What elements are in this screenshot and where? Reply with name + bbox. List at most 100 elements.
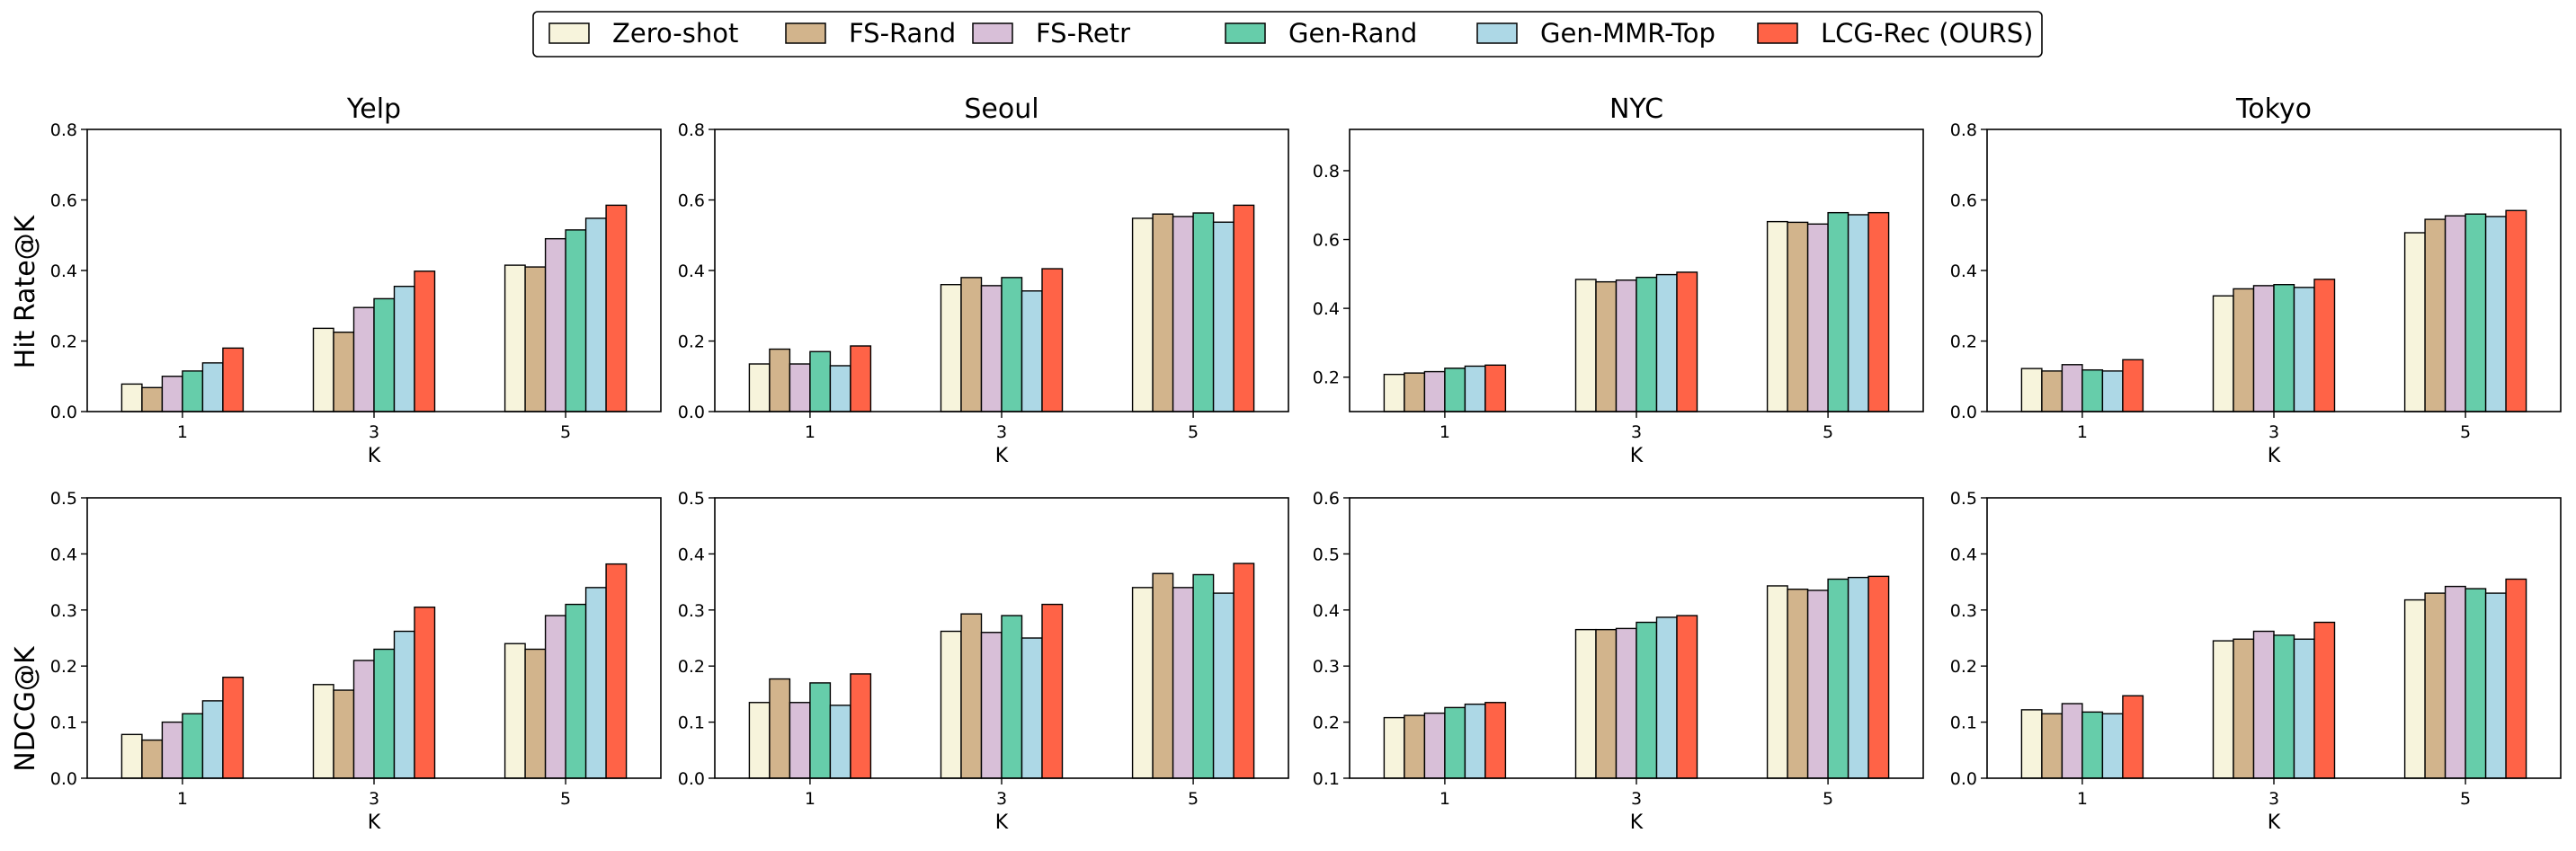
bar-fs-retr-k3: [1615, 279, 1637, 412]
bar-fs-rand-k3: [960, 613, 983, 779]
bar-fs-rand-k1: [769, 348, 791, 412]
y-tick-label: 0.6: [678, 191, 705, 211]
bar-gen-mmr-top-k5: [1212, 592, 1235, 779]
legend-swatch: [1225, 22, 1266, 44]
bar-fs-rand-k5: [1787, 589, 1809, 779]
bar-fs-rand-k3: [2233, 638, 2255, 779]
panel-title: Yelp: [346, 93, 401, 125]
legend-label: LCG-Rec (OURS): [1821, 18, 2033, 49]
x-tick-label: 1: [805, 789, 816, 809]
bar-gen-mmr-top-k1: [201, 700, 224, 779]
bar-lcg-rec-ours-k5: [1867, 575, 1890, 779]
bar-fs-retr-k1: [1423, 712, 1446, 779]
panel-row2-col2: 0.0 0.1 0.2 0.3 0.4 0.5 1 3 5 K: [678, 489, 1289, 834]
x-axis-label: K: [368, 445, 381, 467]
y-tick-label: 0.1: [678, 714, 705, 733]
bar-gen-mmr-top-k1: [1464, 703, 1486, 779]
bar-fs-retr-k1: [2061, 364, 2083, 412]
bar-gen-rand-k1: [1444, 706, 1466, 779]
bar-lcg-rec-ours-k1: [1484, 364, 1507, 412]
bar-fs-rand-k3: [1595, 628, 1618, 779]
y-tick-label: 0.3: [1950, 601, 1977, 621]
panel-nyc: NYC 0.2 0.4 0.6 0.8 1 3 5 K: [1313, 93, 1924, 467]
bar-gen-mmr-top-k5: [2484, 592, 2507, 779]
bar-fs-retr-k1: [789, 702, 811, 779]
legend: Zero-shot FS-Rand FS-Retr Gen-Rand Gen-MMR-T…: [532, 11, 2043, 58]
bar-gen-rand-k1: [182, 713, 204, 779]
bar-fs-retr-k5: [1172, 587, 1194, 779]
x-tick-label: 5: [560, 422, 571, 442]
bar-fs-retr-k1: [161, 721, 183, 779]
bar-zero-shot-k1: [1383, 373, 1405, 412]
legend-item-fs-retr: FS-Retr: [972, 18, 1130, 49]
bar-zero-shot-k1: [120, 383, 143, 412]
bar-gen-rand-k3: [1001, 615, 1023, 779]
legend-label: FS-Retr: [1036, 18, 1130, 49]
legend-item-zero-shot: Zero-shot: [548, 18, 738, 49]
y-tick-label: 0.8: [1950, 120, 1977, 140]
y-tick-label: 0.5: [1313, 545, 1340, 564]
legend-label: FS-Rand: [849, 18, 956, 49]
x-tick-label: 1: [1440, 789, 1450, 809]
panel-title: Tokyo: [2235, 93, 2312, 125]
bar-fs-retr-k5: [1806, 589, 1829, 779]
x-axis-label: K: [2268, 445, 2281, 467]
bar-zero-shot-k5: [2403, 598, 2426, 779]
y-tick-label: 0.6: [50, 191, 77, 211]
bar-lcg-rec-ours-k3: [414, 606, 436, 779]
x-tick-label: 1: [177, 422, 188, 442]
bar-gen-mmr-top-k3: [2293, 287, 2315, 412]
y-tick-label: 0.2: [1313, 714, 1340, 733]
row-label-hit-rate-k: Hit Rate@K: [10, 214, 41, 368]
panel-row2-col1: 0.0 0.1 0.2 0.3 0.4 0.5 1 3 5 K: [50, 489, 662, 834]
bar-fs-rand-k5: [524, 648, 547, 779]
bar-lcg-rec-ours-k5: [605, 563, 628, 779]
y-tick-label: 0.5: [50, 489, 77, 509]
bar-lcg-rec-ours-k3: [1676, 271, 1698, 412]
y-tick-label: 0.1: [1313, 769, 1340, 789]
bar-zero-shot-k1: [2020, 709, 2043, 779]
x-axis-label: K: [995, 445, 1009, 467]
bar-lcg-rec-ours-k5: [1233, 563, 1255, 779]
bar-zero-shot-k3: [1574, 628, 1597, 779]
x-tick-label: 1: [2077, 789, 2088, 809]
x-axis-label: K: [368, 811, 381, 834]
y-tick-label: 0.6: [1313, 489, 1340, 509]
bar-lcg-rec-ours-k1: [2122, 359, 2144, 412]
bar-lcg-rec-ours-k3: [1041, 603, 1064, 779]
y-tick-label: 0.8: [1313, 162, 1340, 182]
bar-gen-rand-k1: [809, 350, 832, 412]
x-tick-label: 5: [1188, 422, 1199, 442]
y-tick-label: 0.0: [678, 403, 705, 422]
bar-gen-mmr-top-k3: [393, 630, 415, 779]
bar-gen-mmr-top-k1: [1464, 365, 1486, 412]
bar-fs-retr-k1: [1423, 370, 1446, 412]
y-tick-label: 0.4: [678, 262, 705, 281]
legend-swatch: [785, 22, 826, 44]
bar-gen-rand-k5: [2465, 588, 2487, 779]
y-tick-label: 0.0: [50, 403, 77, 422]
legend-item-gen-mmr-top: Gen-MMR-Top: [1476, 18, 1716, 49]
bar-zero-shot-k1: [120, 733, 143, 779]
x-tick-label: 1: [805, 422, 816, 442]
x-axis-label: K: [2268, 811, 2281, 834]
bar-zero-shot-k5: [1131, 587, 1154, 779]
bar-fs-rand-k3: [960, 277, 983, 412]
x-axis-label: K: [1630, 445, 1644, 467]
bar-gen-mmr-top-k1: [2101, 713, 2124, 779]
bar-gen-rand-k3: [1001, 277, 1023, 412]
x-tick-label: 3: [2268, 422, 2279, 442]
bar-gen-rand-k3: [2273, 634, 2295, 779]
legend-item-lcg-rec-ours: LCG-Rec (OURS): [1757, 18, 2033, 49]
panel-title: Seoul: [964, 93, 1038, 125]
bar-fs-rand-k1: [1404, 714, 1426, 779]
bar-zero-shot-k5: [1766, 585, 1788, 779]
y-tick-label: 0.0: [1950, 769, 1977, 789]
x-tick-label: 1: [2077, 422, 2088, 442]
y-tick-label: 0.4: [1313, 299, 1340, 319]
legend-swatch: [972, 22, 1013, 44]
x-axis-label: K: [995, 811, 1009, 834]
bar-gen-mmr-top-k5: [1212, 221, 1235, 412]
y-tick-label: 0.0: [1950, 403, 1977, 422]
y-tick-label: 0.4: [1950, 545, 1977, 564]
